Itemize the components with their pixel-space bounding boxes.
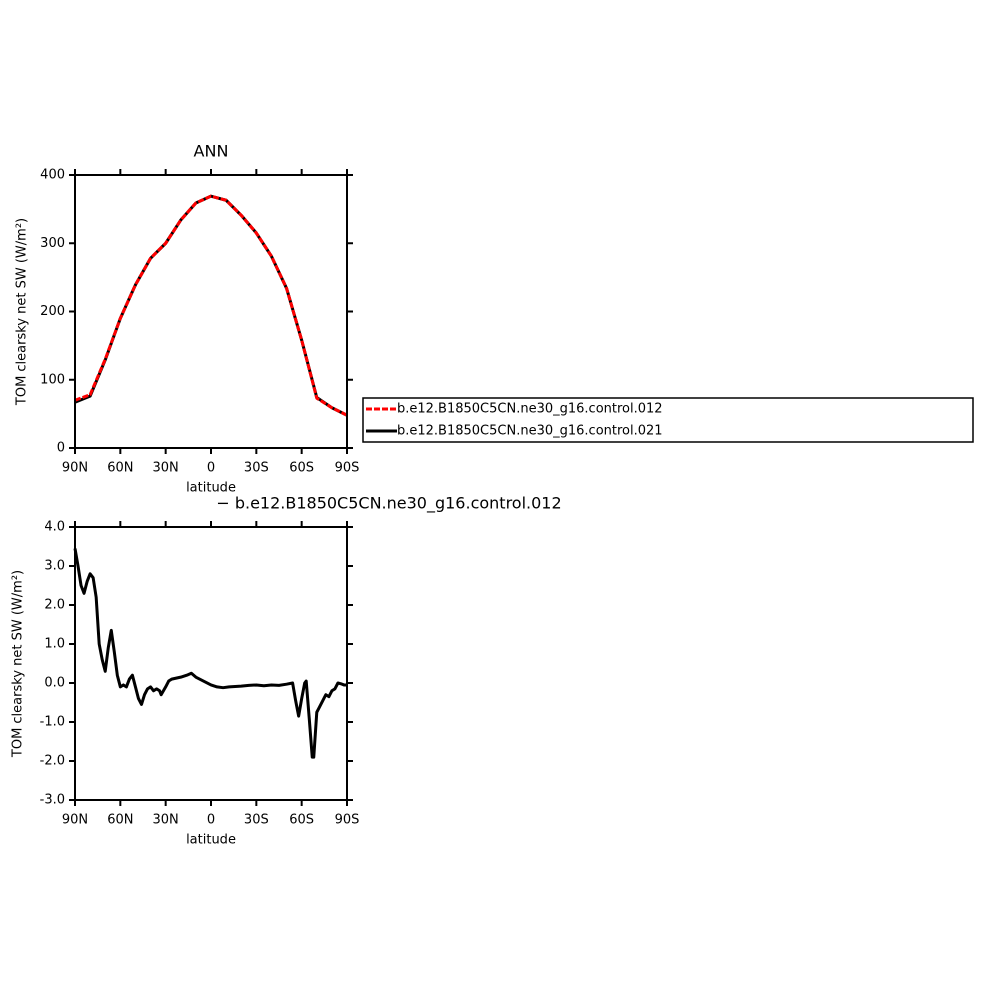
- y-axis-label: TOM clearsky net SW (W/m²): [15, 218, 30, 406]
- y-tick-label: -3.0: [40, 793, 65, 808]
- y-tick-label: 2.0: [44, 598, 65, 613]
- y-tick-label: 400: [40, 168, 65, 183]
- y-tick-label: 100: [40, 372, 65, 387]
- x-tick-label: 30N: [153, 813, 179, 828]
- data-line: [74, 194, 348, 417]
- x-tick-label: 30S: [244, 461, 269, 476]
- plot-frame: [74, 174, 348, 449]
- y-tick-label: 300: [40, 236, 65, 251]
- y-axis-label: TOM clearsky net SW (W/m²): [11, 570, 26, 758]
- y-tick-label: -1.0: [40, 715, 65, 730]
- y-tick-label: 3.0: [44, 559, 65, 574]
- data-line: [74, 194, 348, 417]
- data-line: [73, 548, 347, 759]
- x-tick-label: 60S: [289, 461, 314, 476]
- x-axis-label: latitude: [186, 833, 236, 848]
- plot-frame: [74, 526, 348, 801]
- x-tick-label: 90N: [62, 461, 88, 476]
- chart-title: ANN: [194, 142, 229, 161]
- legend-label: b.e12.B1850C5CN.ne30_g16.control.012: [397, 402, 663, 417]
- y-tick-label: 4.0: [44, 520, 65, 535]
- legend-label: b.e12.B1850C5CN.ne30_g16.control.021: [397, 424, 663, 439]
- x-tick-label: 30S: [244, 813, 269, 828]
- x-tick-label: 90S: [335, 813, 360, 828]
- x-tick-label: 0: [207, 813, 215, 828]
- x-tick-label: 90S: [335, 461, 360, 476]
- y-tick-label: 1.0: [44, 637, 65, 652]
- x-tick-label: 60N: [107, 461, 133, 476]
- x-tick-label: 0: [207, 461, 215, 476]
- legend-box: [362, 397, 974, 443]
- y-tick-label: -2.0: [40, 754, 65, 769]
- y-tick-label: 200: [40, 304, 65, 319]
- y-tick-label: 0: [57, 441, 65, 456]
- x-tick-label: 90N: [62, 813, 88, 828]
- y-tick-label: 0.0: [44, 676, 65, 691]
- x-tick-label: 30N: [153, 461, 179, 476]
- x-axis-label: latitude: [186, 481, 236, 496]
- x-tick-label: 60N: [107, 813, 133, 828]
- chart-title: − b.e12.B1850C5CN.ne30_g16.control.012: [216, 494, 561, 514]
- x-tick-label: 60S: [289, 813, 314, 828]
